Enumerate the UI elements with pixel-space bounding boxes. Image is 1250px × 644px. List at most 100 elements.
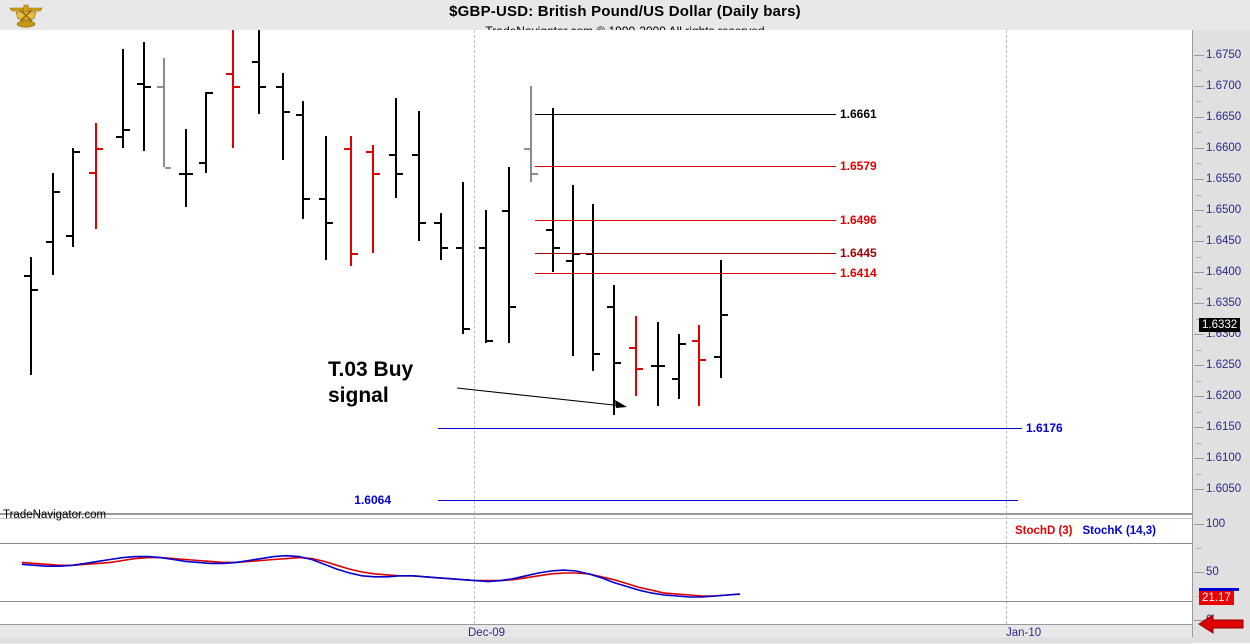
price-tick — [1194, 303, 1204, 305]
stoch-gridline-20 — [0, 600, 1192, 602]
ohlc-close-tick — [54, 191, 60, 194]
ohlc-close-tick — [659, 365, 665, 368]
ohlc-bar — [657, 321, 659, 406]
price-axis-label: 1.6550 — [1206, 172, 1242, 185]
ohlc-close-tick — [260, 85, 266, 88]
price-pane[interactable] — [0, 30, 1192, 513]
ohlc-close-tick — [700, 359, 706, 361]
vertical-gridline-1 — [1006, 30, 1007, 624]
bottom-bar — [0, 637, 1250, 643]
price-tick — [1194, 427, 1204, 429]
ohlc-bar — [185, 129, 187, 207]
ohlc-open-tick — [651, 365, 657, 368]
price-tick — [1194, 334, 1204, 336]
price-level-label: 1.6579 — [840, 159, 877, 173]
price-axis-label: 1.6250 — [1206, 359, 1242, 372]
ohlc-open-tick — [46, 241, 52, 244]
buy-signal-annotation: T.03 Buy signal — [328, 357, 478, 409]
price-axis-label: 1.6050 — [1206, 483, 1242, 496]
ohlc-bar — [350, 135, 352, 266]
price-minor-tick — [1196, 380, 1202, 382]
ohlc-bar — [258, 30, 260, 114]
price-minor-tick — [1196, 194, 1202, 196]
ohlc-open-tick — [479, 247, 485, 250]
price-minor-tick — [1196, 101, 1202, 103]
ohlc-open-tick — [199, 161, 205, 164]
current-price-tag: 1.6332 — [1199, 318, 1241, 332]
ohlc-open-tick — [89, 171, 95, 174]
price-minor-tick — [1196, 349, 1202, 351]
price-axis-label: 1.6400 — [1206, 266, 1242, 279]
ohlc-close-tick — [187, 172, 193, 175]
stochastic-pane[interactable] — [0, 518, 1192, 625]
price-minor-tick — [1196, 132, 1202, 134]
stoch-tick — [1194, 524, 1204, 525]
price-level-label: 1.6661 — [840, 107, 877, 121]
price-level-line — [535, 166, 828, 167]
ohlc-open-tick — [389, 154, 395, 157]
ohlc-close-tick — [594, 352, 600, 355]
price-tick — [1194, 116, 1204, 118]
price-levels-layer: 1.6661 1.6579 1.6496 1.6445 1.6414 1.6176 1.60… — [354, 107, 1063, 507]
ohlc-open-tick — [252, 61, 258, 64]
ohlc-bar — [592, 203, 594, 372]
page-title: $GBP-USD: British Pound/US Dollar (Daily… — [449, 3, 801, 20]
ohlc-open-tick — [24, 275, 30, 278]
price-level-label: 1.6414 — [840, 266, 877, 280]
ohlc-close-tick — [284, 110, 290, 113]
ohlc-close-tick — [397, 172, 403, 175]
ohlc-close-tick — [32, 289, 38, 292]
stoch-k-legend: StochK (14,3) — [1082, 525, 1157, 537]
ohlc-open-tick — [546, 228, 552, 231]
ohlc-bar — [163, 57, 165, 167]
ohlc-bar — [372, 144, 374, 254]
ohlc-close-tick — [487, 340, 493, 343]
price-minor-tick — [1196, 473, 1202, 475]
price-minor-tick — [1196, 70, 1202, 72]
price-axis-label: 1.6650 — [1206, 110, 1242, 123]
ohlc-bar — [325, 135, 327, 260]
ohlc-bar — [282, 73, 284, 161]
stochastic-legend: StochD (3) StochK (14,3) — [1015, 525, 1156, 537]
price-y-axis[interactable] — [1192, 30, 1250, 513]
ohlc-open-tick — [586, 253, 592, 256]
price-axis-label: 1.6450 — [1206, 235, 1242, 248]
stoch-axis-label: 50 — [1206, 566, 1219, 578]
ohlc-bar — [530, 85, 532, 183]
price-level-label: 1.6445 — [840, 246, 877, 260]
ohlc-open-tick — [566, 259, 572, 262]
scroll-left-arrow-icon[interactable] — [1196, 612, 1246, 636]
ohlc-open-tick — [276, 85, 282, 88]
ohlc-bar — [395, 98, 397, 198]
price-minor-tick — [1196, 411, 1202, 413]
stoch-tick — [1194, 572, 1204, 573]
ohlc-bar — [462, 182, 464, 335]
stoch-k-line — [21, 554, 741, 598]
ohlc-open-tick — [226, 73, 232, 76]
ohlc-close-tick — [165, 166, 171, 169]
price-minor-tick — [1196, 163, 1202, 165]
ohlc-close-tick — [510, 306, 516, 309]
ohlc-close-tick — [722, 314, 728, 317]
price-level-line — [438, 428, 1018, 429]
price-axis-label: 1.6700 — [1206, 79, 1242, 92]
price-minor-tick — [1196, 256, 1202, 258]
ohlc-open-tick — [434, 222, 440, 225]
ohlc-close-tick — [442, 247, 448, 250]
ohlc-bar — [232, 30, 234, 148]
ohlc-open-tick — [607, 306, 613, 309]
price-level-leader — [826, 114, 836, 115]
ohlc-bar — [720, 259, 722, 378]
ohlc-close-tick — [74, 151, 80, 154]
ohlc-open-tick — [137, 82, 143, 85]
price-level-label: 1.6176 — [1026, 421, 1063, 435]
ohlc-open-tick — [714, 355, 720, 358]
ohlc-bar — [508, 166, 510, 344]
price-axis-label: 1.6100 — [1206, 452, 1242, 465]
stoch-d-line — [21, 556, 741, 597]
ohlc-bar — [485, 210, 487, 344]
price-level-line — [438, 500, 1018, 501]
ohlc-bar — [440, 213, 442, 260]
price-tick — [1194, 365, 1204, 367]
ohlc-close-tick — [304, 197, 310, 200]
